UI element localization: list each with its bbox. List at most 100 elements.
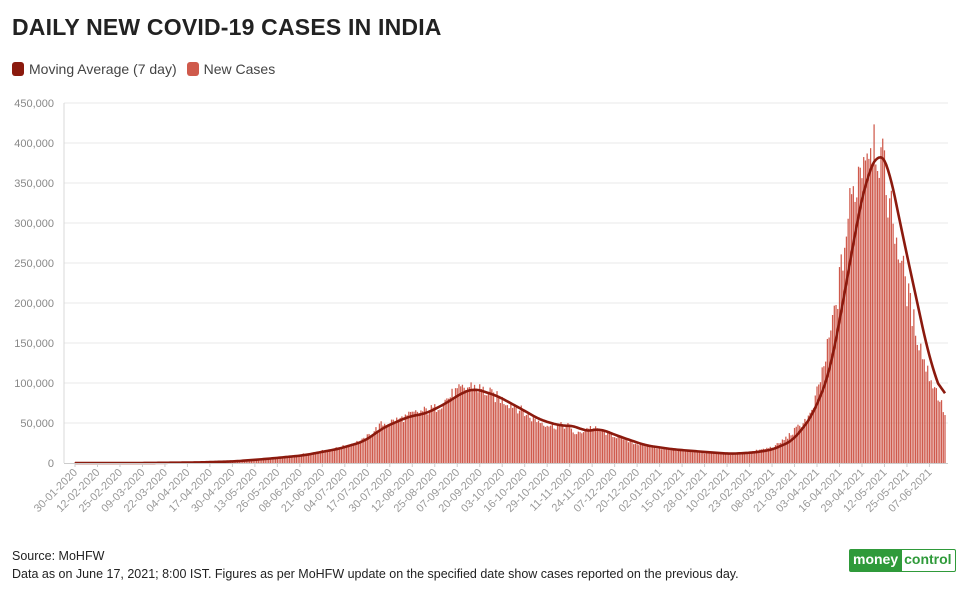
bar-new-cases [294,455,296,463]
bar-new-cases [771,447,773,463]
bar-new-cases [278,456,280,463]
bar-new-cases [275,457,277,463]
bar-new-cases [563,428,566,463]
bar-new-cases [422,411,424,463]
bar-new-cases [570,428,573,463]
x-axis: 30-01-202012-02-202025-02-202009-03-2020… [32,463,948,515]
bar-new-cases [622,439,624,463]
bar-new-cases [610,433,612,463]
bar-new-cases [721,453,723,463]
bar-new-cases [406,415,408,463]
bar-new-cases [427,414,429,463]
bar-new-cases [510,403,512,463]
bar-new-cases [612,436,614,463]
bar-new-cases [671,450,673,463]
bar-new-cases [562,426,564,463]
bar-new-cases [859,167,861,463]
bar-new-cases [690,451,692,463]
legend-item-moving-average[interactable]: Moving Average (7 day) [12,61,177,77]
bar-new-cases [409,411,412,463]
bar-new-cases [683,450,685,463]
bar-new-cases [484,394,486,463]
bar-new-cases [766,447,768,463]
bar-new-cases [707,451,709,463]
bar-new-cases [757,451,759,463]
moneycontrol-logo[interactable]: money control [849,549,956,572]
bar-new-cases [885,195,887,463]
bar-new-cases [273,457,275,463]
bar-new-cases [678,449,680,463]
bar-new-cases [788,433,790,463]
bar-new-cases [812,408,815,463]
bar-new-cases [385,425,387,463]
bar-new-cases [786,438,789,463]
bar-new-cases [684,450,687,463]
bar-new-cases [624,437,626,463]
bar-new-cases [866,153,868,464]
bar-new-cases [913,309,915,463]
bar-new-cases [354,444,356,463]
bar-new-cases [287,456,289,463]
bar-new-cases [536,422,538,463]
y-axis: 0 50,000 100,000 150,000 200,000 250,000 300,0… [14,98,65,470]
bar-new-cases [446,398,448,463]
bar-new-cases [657,448,659,463]
bar-new-cases [364,440,367,463]
bar-new-cases [255,459,258,463]
bar-new-cases [351,443,353,463]
bar-new-cases [380,421,382,463]
bar-new-cases [550,425,552,463]
bar-new-cases [567,423,569,463]
bar-new-cases [831,315,834,463]
bar-new-cases [491,389,493,463]
bar-new-cases [863,157,865,464]
bar-new-cases [852,186,854,463]
bar-new-cases [755,449,758,463]
bar-new-cases [593,428,595,463]
bar-new-cases [920,343,922,463]
bar-new-cases [453,398,455,463]
bar-new-cases [795,426,797,463]
bar-new-cases [728,453,730,463]
bar-new-cases [764,449,766,463]
legend-item-new-cases[interactable]: New Cases [186,61,275,77]
y-tick-label: 150,000 [14,338,54,350]
bar-new-cases [518,410,521,463]
bar-new-cases [313,452,315,463]
y-tick-label: 50,000 [20,418,54,430]
bar-new-cases [537,420,540,463]
bar-new-cases [371,434,374,463]
bar-new-cases [394,422,396,463]
bar-new-cases [259,458,261,463]
bar-new-cases [773,448,775,463]
bar-new-cases [750,452,752,463]
bar-new-cases [276,457,278,463]
logo-part-control: control [901,549,956,572]
bar-new-cases [806,421,808,463]
bar-new-cases [304,453,306,463]
bar-new-cases [703,453,706,463]
bar-new-cases [439,409,441,463]
bar-new-cases [316,452,318,463]
bar-new-cases [876,171,879,463]
bar-new-cases [838,267,841,463]
bar-new-cases [729,454,732,463]
bar-new-cases [569,424,571,463]
bar-new-cases [868,158,870,463]
bar-new-cases [268,458,270,463]
bar-new-cases [921,359,924,463]
bar-new-cases [743,453,745,463]
bar-new-cases [505,405,507,463]
bar-new-cases [935,388,937,463]
bar-new-cases [328,449,330,463]
bar-new-cases [643,443,645,463]
bar-new-cases [461,384,464,463]
bar-new-cases [489,387,491,463]
bar-new-cases [934,387,936,463]
bar-new-cases [390,419,393,463]
bar-new-cases [527,413,529,463]
bar-new-cases [856,197,858,463]
bar-new-cases [321,449,323,463]
bar-new-cases [254,459,256,463]
bar-new-cases [472,389,474,463]
